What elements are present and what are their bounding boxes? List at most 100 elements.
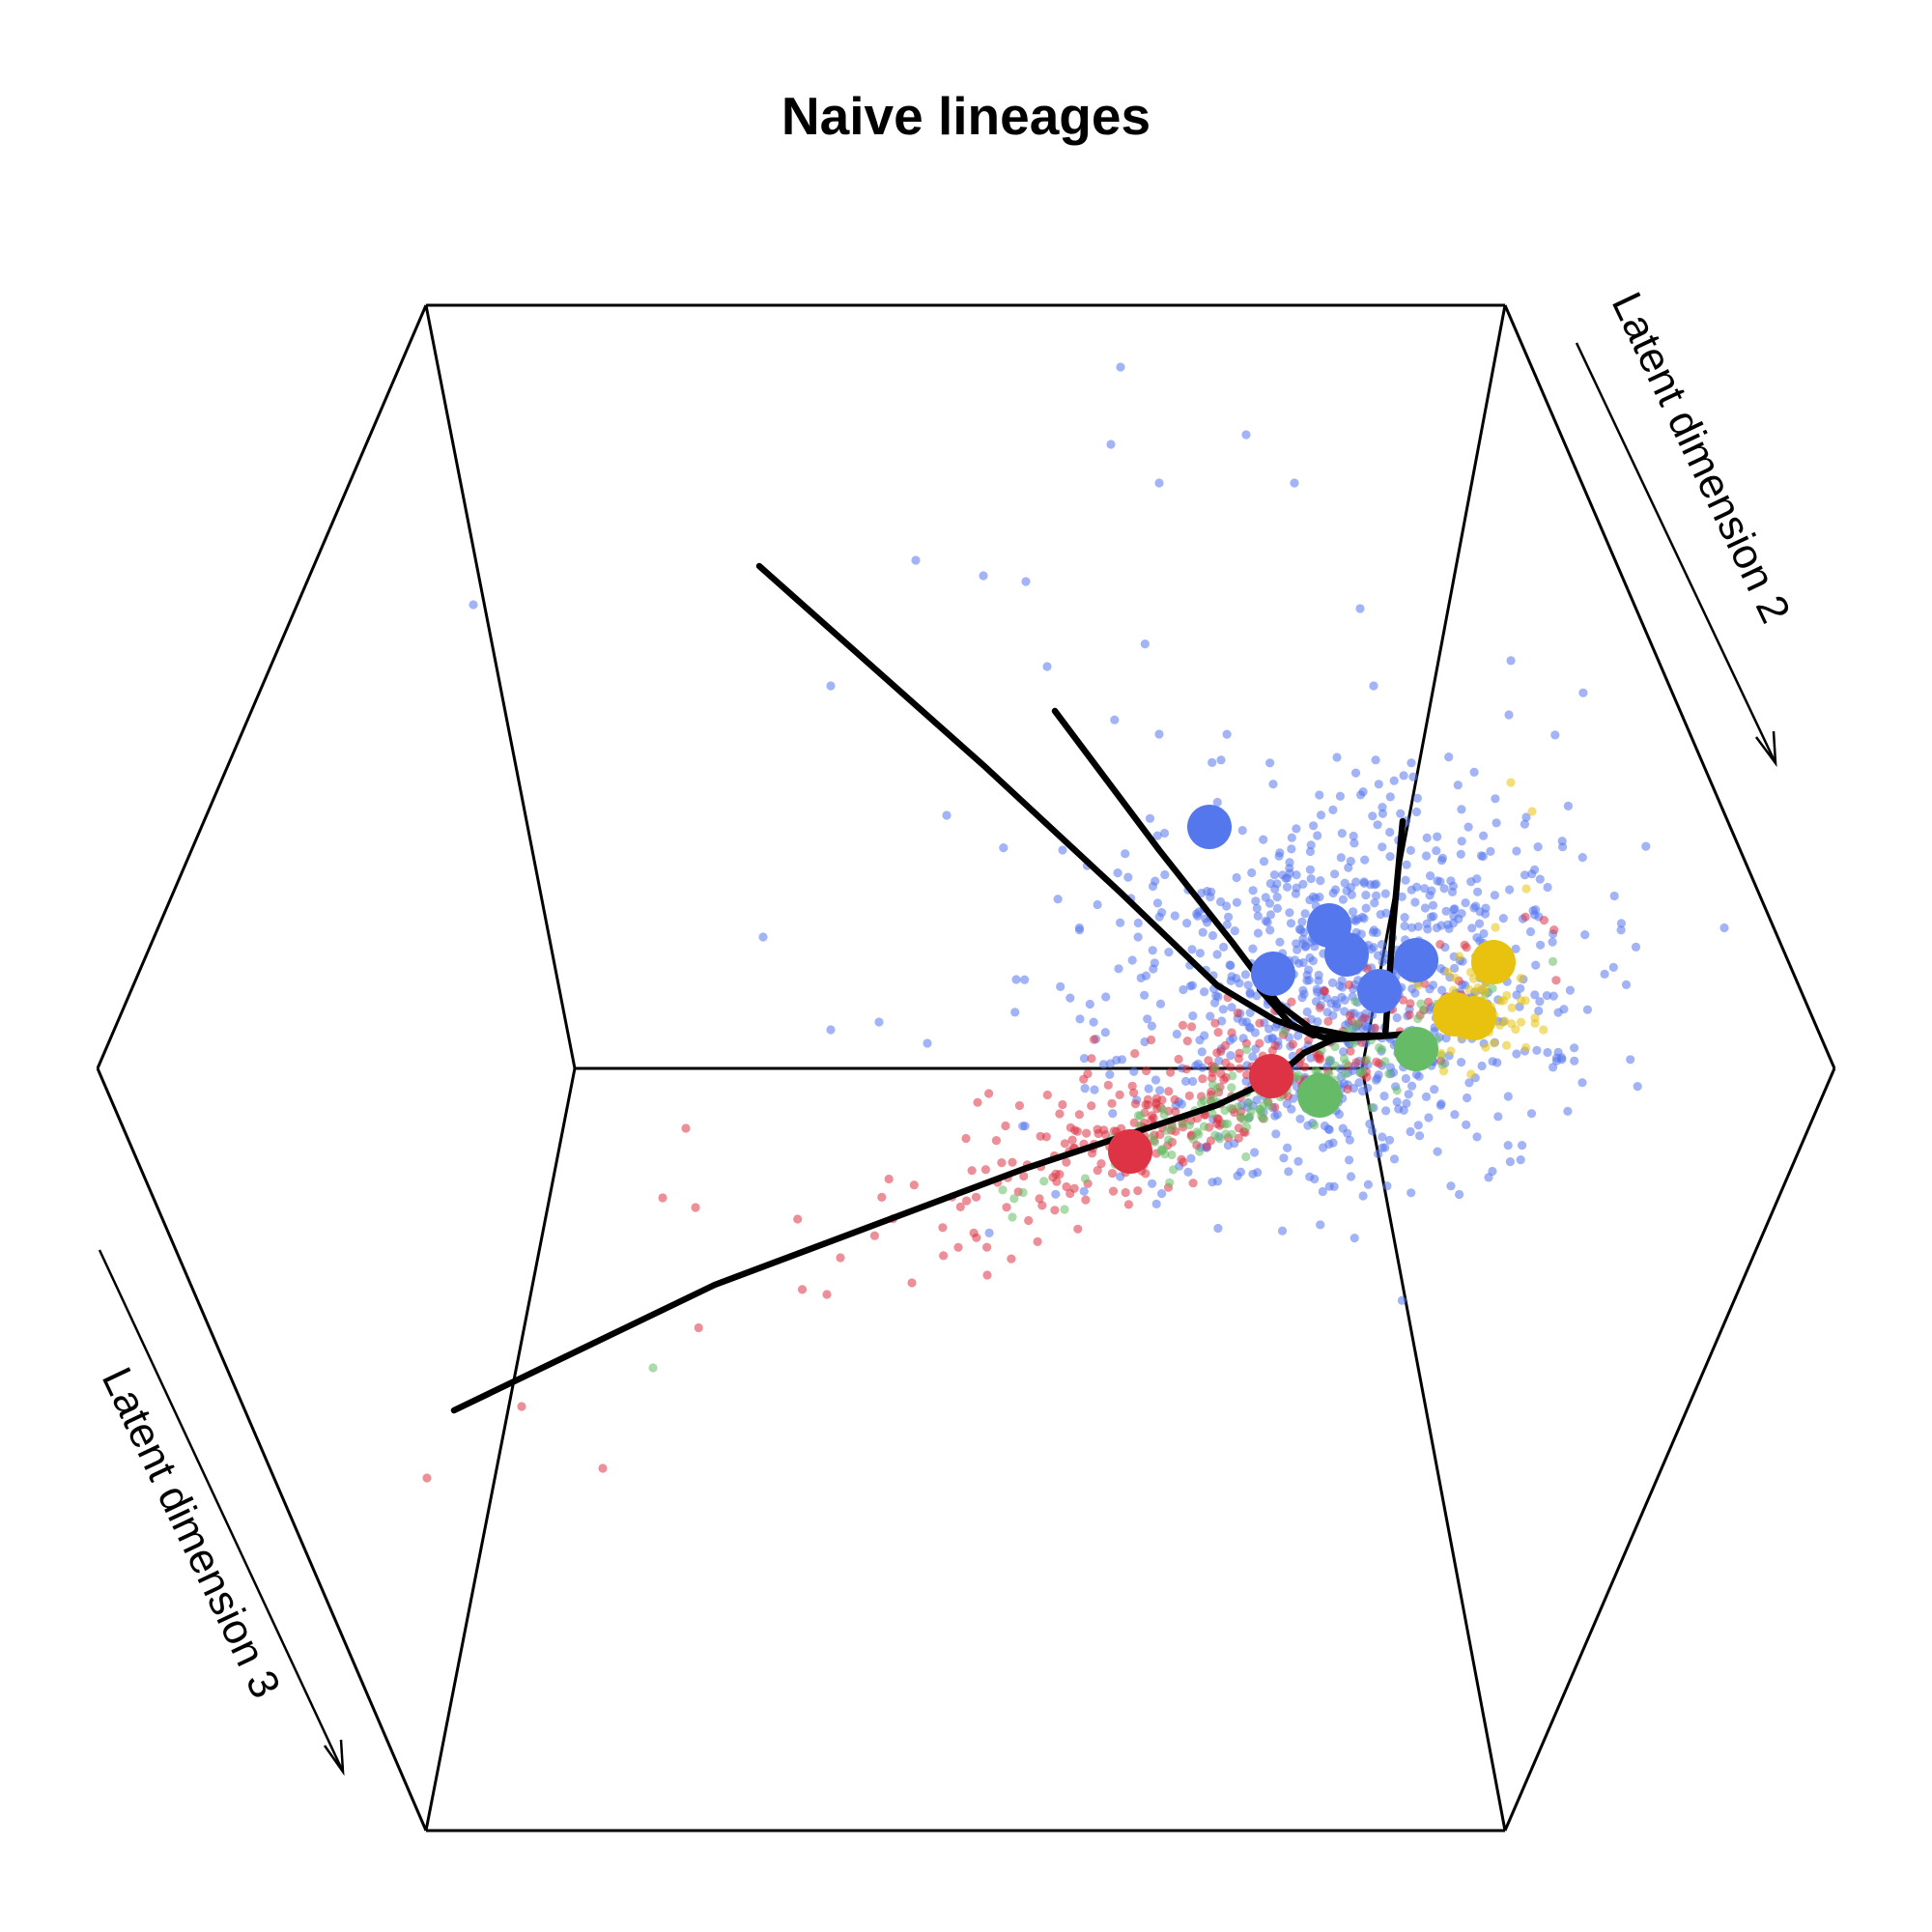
blue-cell-point bbox=[1172, 1029, 1181, 1039]
red-cell-point bbox=[955, 1202, 965, 1211]
blue-cell-point bbox=[1065, 993, 1075, 1003]
blue-cell-point bbox=[1490, 891, 1499, 900]
blue-cell-point bbox=[1577, 1078, 1587, 1088]
blue-cell-point bbox=[1392, 1013, 1402, 1023]
blue-cell-point bbox=[1212, 797, 1222, 808]
blue-cell-point bbox=[1284, 1167, 1293, 1177]
red-cell-point bbox=[984, 1089, 994, 1098]
blue-cell-point bbox=[1457, 805, 1466, 814]
blue-cell-point bbox=[1382, 1181, 1392, 1191]
blue-cell-point bbox=[1358, 1191, 1368, 1201]
blue-cell-point bbox=[1367, 944, 1377, 954]
blue-cell-point bbox=[1414, 1071, 1424, 1081]
blue-cell-point bbox=[1350, 838, 1359, 848]
blue-cell-point bbox=[1420, 903, 1430, 913]
blue-cell-point bbox=[1338, 895, 1348, 904]
red-cell-point bbox=[1234, 1054, 1243, 1064]
blue-cell-point bbox=[1626, 1055, 1635, 1065]
blue-cell-point bbox=[1319, 1143, 1328, 1152]
blue-cell-point bbox=[1237, 826, 1247, 836]
red-cell-point bbox=[1551, 976, 1561, 985]
blue-cell-point bbox=[1389, 1154, 1400, 1164]
red-cell-point bbox=[971, 1192, 981, 1202]
blue-cell-point bbox=[1410, 897, 1420, 907]
blue-cell-point bbox=[1147, 1021, 1156, 1031]
blue-cell-point bbox=[1148, 881, 1158, 892]
red-cell-point bbox=[1287, 997, 1296, 1007]
red-cell-point bbox=[1405, 1009, 1414, 1020]
green-cell-point bbox=[1060, 1205, 1069, 1214]
blue-cell-point bbox=[1469, 767, 1479, 778]
red-cell-point bbox=[1082, 1128, 1092, 1138]
yellow-cell-point bbox=[1507, 1003, 1517, 1012]
blue-cell-point bbox=[1450, 1110, 1460, 1120]
blue-cell-point bbox=[1435, 877, 1445, 887]
red-cell-point bbox=[1227, 1028, 1236, 1037]
blue-cell-point bbox=[1408, 772, 1418, 781]
blue-cell-point bbox=[1503, 1141, 1513, 1151]
blue-cell-point bbox=[1148, 946, 1157, 955]
blue-cell-point bbox=[1114, 964, 1123, 974]
blue-cell-point bbox=[1343, 1128, 1352, 1138]
blue-cell-point bbox=[1282, 1099, 1292, 1109]
blue-cell-point bbox=[1477, 1061, 1487, 1071]
blue-cell-point bbox=[1548, 937, 1557, 947]
red-cell-point bbox=[938, 1223, 948, 1233]
blue-cell-point bbox=[1208, 930, 1218, 941]
blue-cell-point bbox=[1116, 362, 1125, 372]
red-cell-point bbox=[1050, 1206, 1060, 1215]
blue-cell-point bbox=[1407, 1081, 1417, 1091]
blue-cell-point bbox=[1534, 1006, 1544, 1016]
blue-cell-point bbox=[1180, 1076, 1191, 1086]
green-cell-point bbox=[1208, 1080, 1218, 1090]
blue-cell-point bbox=[1369, 925, 1378, 935]
blue-cell-point bbox=[1179, 984, 1188, 995]
blue-cell-point bbox=[1100, 1028, 1110, 1037]
yellow-centroid bbox=[1471, 940, 1516, 984]
blue-cell-point bbox=[1349, 907, 1358, 917]
red-cell-point bbox=[1323, 1016, 1333, 1026]
yellow-cell-point bbox=[1498, 996, 1508, 1006]
blue-cell-point bbox=[1216, 755, 1226, 765]
blue-cell-point bbox=[1297, 917, 1307, 927]
blue-cell-point bbox=[1337, 829, 1347, 838]
blue-cell-point bbox=[1512, 1049, 1521, 1059]
red-cell-point bbox=[1171, 1107, 1180, 1117]
blue-cell-point bbox=[1193, 911, 1203, 921]
red-cell-point bbox=[1067, 1135, 1077, 1145]
red-cell-point bbox=[1398, 995, 1407, 1005]
blue-cell-point bbox=[1155, 999, 1166, 1009]
blue-centroid bbox=[1394, 938, 1438, 982]
green-cell-point bbox=[1330, 1041, 1340, 1052]
box-inner-edge-1 bbox=[424, 304, 577, 1069]
red-cell-point bbox=[1099, 1125, 1109, 1135]
yellow-cell-point bbox=[1527, 807, 1537, 816]
green-centroid bbox=[1394, 1027, 1438, 1071]
blue-cell-point bbox=[1290, 478, 1299, 488]
blue-cell-point bbox=[1367, 1126, 1378, 1136]
red-cell-point bbox=[967, 1166, 977, 1176]
blue-cell-point bbox=[1402, 1098, 1411, 1108]
blue-cell-point bbox=[1582, 1005, 1592, 1014]
axis-dim3-arrow bbox=[98, 1249, 345, 1773]
blue-cell-point bbox=[1424, 1113, 1434, 1122]
blue-cell-point bbox=[1252, 903, 1262, 913]
blue-cell-point bbox=[1548, 991, 1558, 1001]
blue-cell-point bbox=[1462, 1120, 1471, 1129]
blue-cell-point bbox=[1463, 1093, 1472, 1103]
blue-cell-point bbox=[1616, 925, 1626, 935]
blue-cell-point bbox=[1384, 1135, 1395, 1145]
blue-cell-point bbox=[1160, 869, 1170, 880]
blue-cell-point bbox=[1285, 908, 1294, 918]
yellow-cell-point bbox=[1520, 996, 1530, 1006]
blue-cell-point bbox=[1248, 1169, 1258, 1179]
red-cell-point bbox=[1130, 1049, 1140, 1059]
blue-cell-point bbox=[1226, 976, 1236, 986]
blue-cell-point bbox=[1251, 896, 1261, 906]
blue-cell-point bbox=[1271, 1129, 1281, 1139]
blue-cell-point bbox=[1553, 1047, 1563, 1057]
box-inner-edge-4 bbox=[1360, 304, 1507, 1069]
blue-cell-point bbox=[1530, 990, 1540, 1000]
blue-cell-point bbox=[1328, 1010, 1338, 1020]
red-cell-point bbox=[1315, 1003, 1324, 1012]
